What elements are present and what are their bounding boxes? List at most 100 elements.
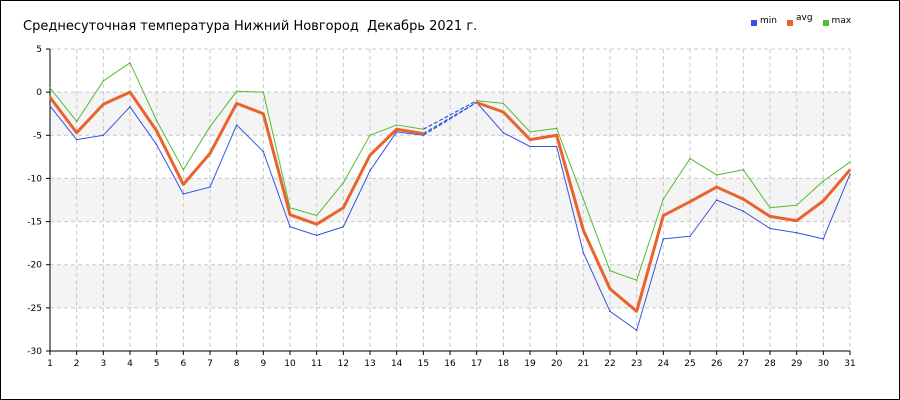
- legend-label-avg: avg: [795, 13, 813, 23]
- point-avg-10: [289, 213, 291, 216]
- point-max-15: [422, 128, 425, 131]
- point-avg-19: [529, 138, 531, 141]
- point-avg-30: [822, 200, 825, 202]
- point-avg-4: [129, 91, 131, 93]
- point-min-6: [182, 193, 185, 195]
- y-tick-label-5: 5: [36, 45, 42, 55]
- x-tick-label-6: 6: [180, 359, 186, 369]
- gap-dash-min: [423, 101, 477, 136]
- legend-swatch-avg: [786, 20, 793, 26]
- point-avg-9: [262, 112, 265, 115]
- point-avg-7: [209, 152, 211, 155]
- point-avg-31: [849, 169, 851, 171]
- point-max-2: [75, 120, 78, 123]
- point-min-3: [102, 134, 105, 137]
- point-avg-23: [635, 310, 638, 313]
- point-min-2: [75, 138, 78, 141]
- point-min-30: [822, 238, 825, 240]
- point-avg-25: [689, 200, 691, 203]
- x-tick-label-13: 13: [364, 359, 375, 369]
- point-avg-22: [609, 288, 611, 290]
- point-avg-20: [555, 134, 558, 137]
- x-tick-label-19: 19: [524, 359, 536, 369]
- legend-label-max: max: [831, 16, 852, 26]
- chart-legend: min avg max: [751, 13, 852, 30]
- x-tick-label-14: 14: [391, 359, 403, 369]
- point-max-13: [369, 134, 371, 137]
- point-min-11: [315, 234, 318, 237]
- point-min-26: [715, 199, 718, 201]
- point-max-4: [129, 62, 131, 64]
- point-avg-3: [102, 103, 105, 106]
- legend-item-min: min: [751, 16, 777, 26]
- point-avg-11: [315, 223, 318, 225]
- x-tick-label-18: 18: [498, 359, 510, 369]
- point-min-13: [369, 169, 371, 172]
- point-max-7: [209, 125, 211, 128]
- point-avg-1: [49, 96, 51, 99]
- point-max-31: [849, 161, 851, 163]
- point-max-21: [582, 198, 585, 200]
- point-avg-12: [342, 206, 345, 209]
- point-avg-28: [769, 215, 771, 218]
- x-tick-label-23: 23: [631, 359, 642, 369]
- x-tick-label-16: 16: [444, 359, 456, 369]
- point-max-18: [502, 102, 505, 105]
- x-tick-label-28: 28: [764, 359, 776, 369]
- x-tick-label-2: 2: [74, 359, 80, 369]
- point-avg-5: [155, 130, 158, 132]
- point-max-19: [529, 131, 531, 133]
- point-min-28: [769, 227, 771, 230]
- legend-swatch-min: [751, 20, 757, 26]
- y-tick-label--15: -15: [27, 218, 42, 228]
- x-tick-label-25: 25: [684, 359, 695, 369]
- x-tick-label-20: 20: [551, 359, 563, 369]
- point-min-25: [689, 235, 691, 238]
- point-avg-13: [369, 154, 371, 156]
- point-avg-14: [395, 128, 398, 131]
- point-min-10: [289, 225, 291, 228]
- x-tick-label-27: 27: [738, 359, 749, 369]
- point-max-5: [155, 119, 158, 122]
- band-5: [50, 264, 850, 308]
- point-max-11: [315, 214, 318, 217]
- point-max-14: [395, 124, 398, 126]
- point-min-19: [529, 145, 531, 148]
- point-avg-21: [582, 229, 585, 231]
- y-tick-label-0: 0: [36, 88, 42, 98]
- point-avg-26: [715, 186, 718, 188]
- x-tick-label-5: 5: [154, 359, 160, 369]
- point-min-9: [262, 150, 265, 153]
- point-min-24: [662, 238, 665, 240]
- point-min-7: [209, 186, 211, 188]
- point-avg-8: [235, 102, 238, 105]
- point-avg-29: [795, 219, 798, 222]
- point-max-12: [342, 181, 345, 184]
- x-tick-label-30: 30: [818, 359, 830, 369]
- point-max-29: [795, 204, 798, 206]
- point-avg-15: [422, 132, 425, 135]
- point-max-22: [609, 269, 611, 272]
- point-max-25: [689, 157, 691, 160]
- point-min-22: [609, 310, 611, 313]
- x-tick-label-17: 17: [471, 359, 482, 369]
- x-tick-label-8: 8: [234, 359, 240, 369]
- point-min-21: [582, 251, 585, 254]
- x-tick-label-22: 22: [604, 359, 615, 369]
- point-min-5: [155, 143, 158, 146]
- point-max-9: [262, 91, 265, 93]
- point-min-20: [555, 145, 558, 148]
- gap-dash-avg: [423, 101, 477, 135]
- x-tick-label-9: 9: [260, 359, 266, 369]
- point-min-1: [49, 105, 51, 107]
- y-tick-label--10: -10: [27, 174, 42, 184]
- point-avg-27: [742, 198, 745, 200]
- point-max-6: [182, 169, 185, 171]
- point-min-4: [129, 106, 131, 108]
- x-tick-label-4: 4: [127, 359, 133, 369]
- point-max-17: [475, 99, 478, 102]
- y-tick-label--5: -5: [33, 131, 42, 141]
- point-min-31: [849, 173, 851, 175]
- x-tick-label-11: 11: [311, 359, 322, 369]
- point-avg-17: [475, 101, 478, 104]
